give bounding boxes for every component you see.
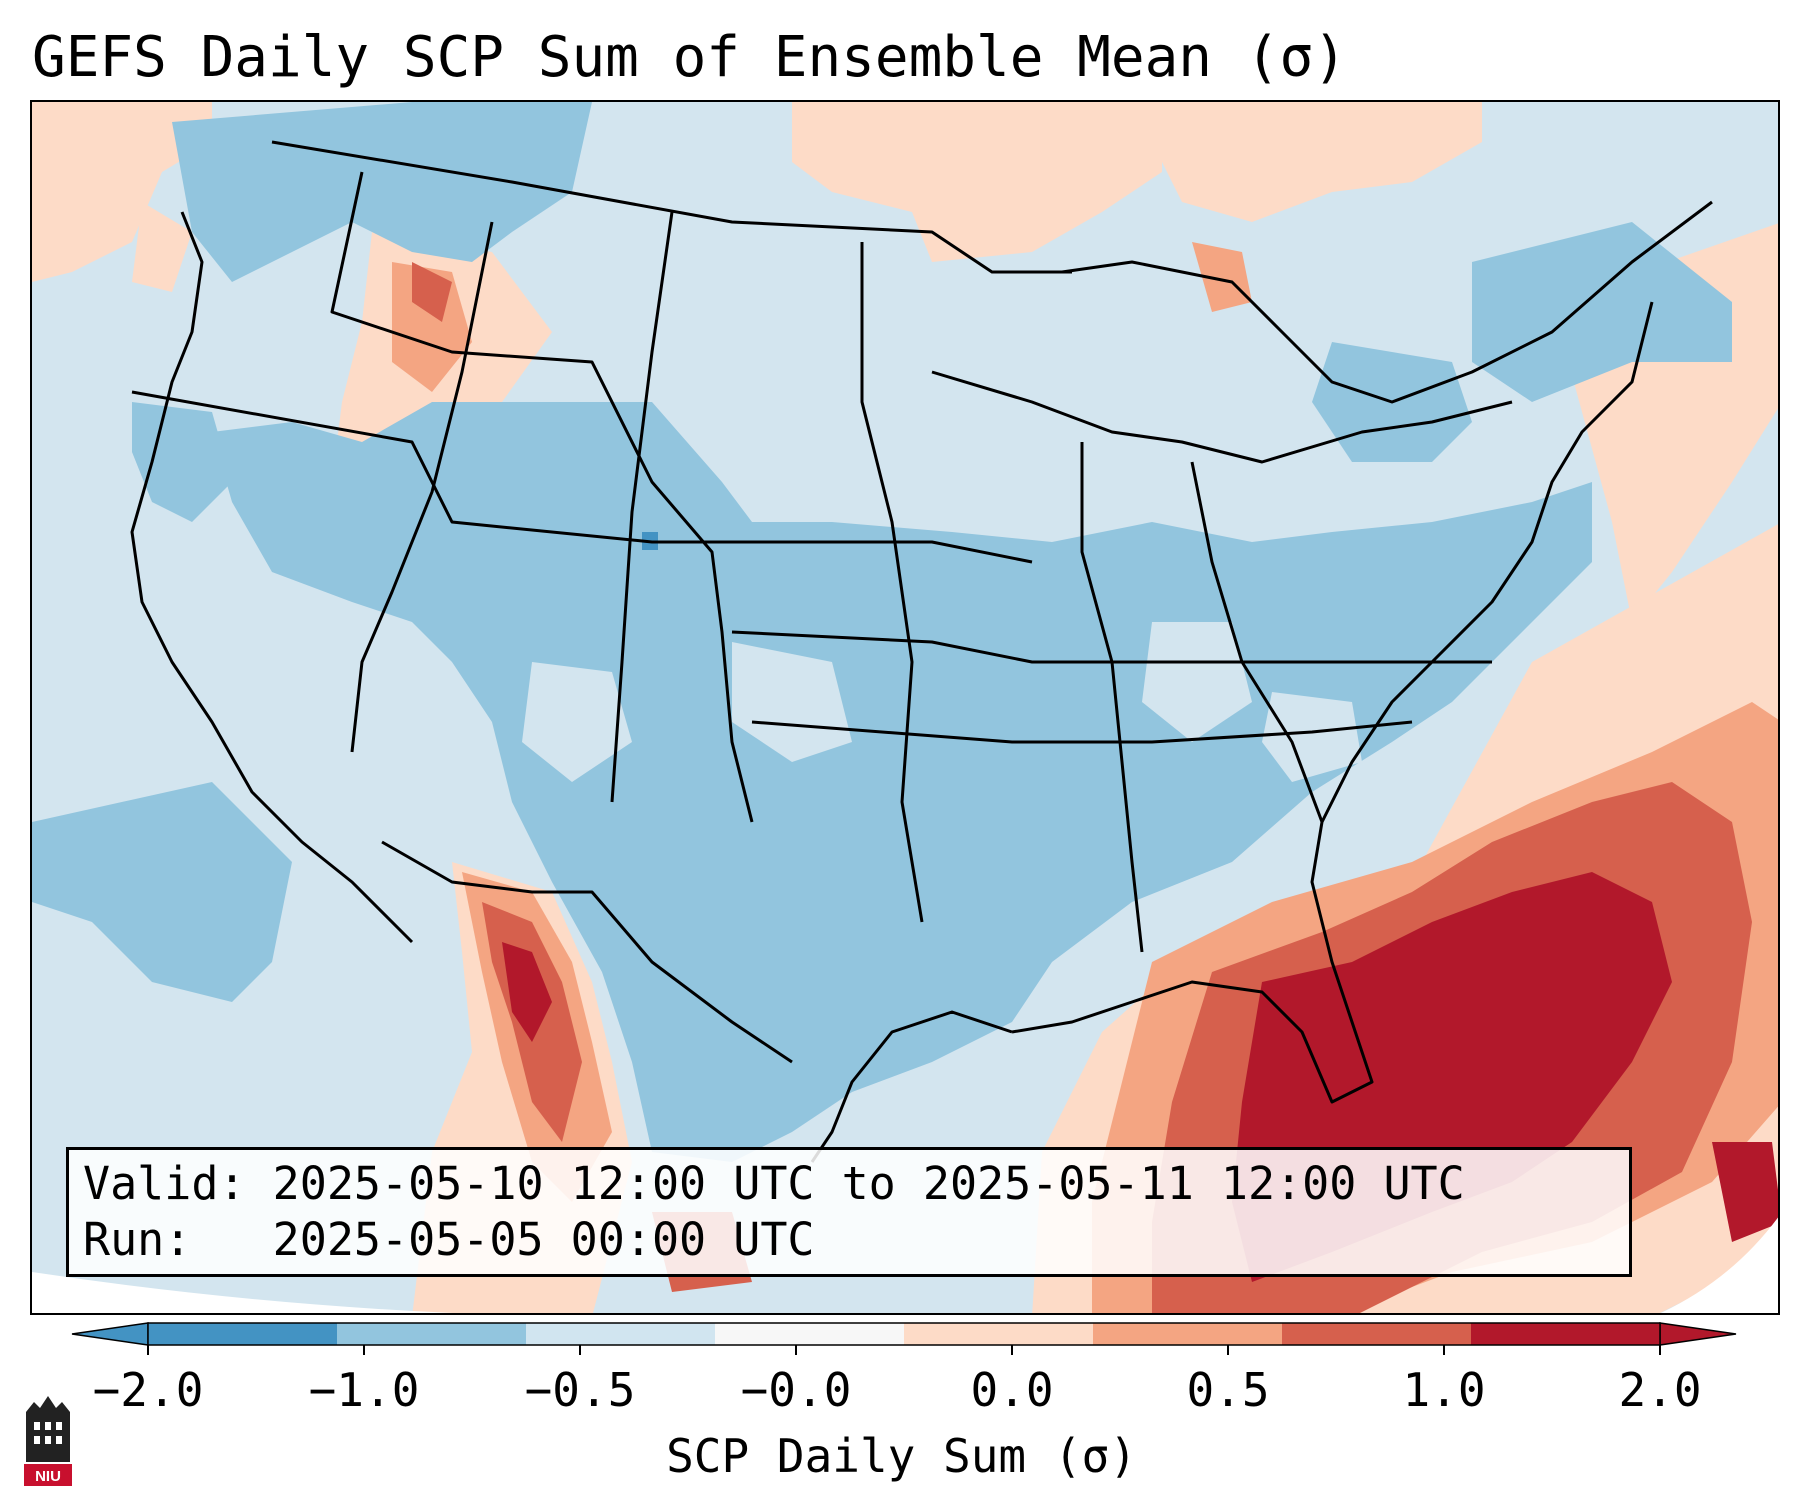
state-line-1 bbox=[330, 171, 754, 823]
state-line-9 bbox=[1190, 461, 1324, 823]
colorbar-segment bbox=[1282, 1323, 1471, 1345]
logo-text: NIU bbox=[35, 1468, 61, 1485]
state-line-6 bbox=[731, 630, 1492, 664]
boundary-lines bbox=[130, 140, 1713, 1163]
map-outside-domain bbox=[32, 1217, 1778, 1313]
colorbar-tick-label: −0.0 bbox=[740, 1363, 852, 1417]
colorbar-segment bbox=[1093, 1323, 1282, 1345]
map-panel bbox=[30, 100, 1780, 1315]
state-line-5 bbox=[860, 242, 924, 923]
colorbar-extend-low bbox=[71, 1322, 149, 1346]
colorbar-extend-high bbox=[1659, 1322, 1737, 1346]
colorbar-segment bbox=[337, 1323, 526, 1345]
run-line: Run: 2025-05-05 00:00 UTC bbox=[83, 1212, 1615, 1268]
colorbar-tick-label: 0.5 bbox=[1186, 1363, 1270, 1417]
run-value: 2025-05-05 00:00 UTC bbox=[272, 1213, 815, 1266]
colorbar-segment bbox=[148, 1323, 337, 1345]
state-line-8 bbox=[1080, 442, 1144, 953]
state-line-7 bbox=[751, 720, 1413, 744]
colorbar-tick-label: −2.0 bbox=[92, 1363, 204, 1417]
great-lakes-line bbox=[1061, 200, 1713, 404]
colorbar-ticks bbox=[147, 1345, 1661, 1355]
east-coast-line bbox=[1011, 301, 1654, 1104]
valid-label: Valid: bbox=[83, 1157, 246, 1210]
colorbar-tick-label: 2.0 bbox=[1618, 1363, 1702, 1417]
west-coast-line bbox=[130, 211, 414, 944]
colorbar-segment bbox=[904, 1323, 1093, 1345]
state-line-4 bbox=[610, 211, 674, 803]
colorbar-label: SCP Daily Sum (σ) bbox=[666, 1429, 1137, 1483]
scp-anomaly-map bbox=[32, 102, 1778, 1313]
canada-border-line bbox=[271, 140, 1072, 274]
colorbar-tick-label: −1.0 bbox=[308, 1363, 420, 1417]
state-line-3 bbox=[350, 221, 494, 753]
gulf-coast-line bbox=[810, 1010, 1013, 1163]
valid-line: Valid: 2025-05-10 12:00 UTC to 2025-05-1… bbox=[83, 1156, 1615, 1212]
state-line-10 bbox=[931, 370, 1513, 464]
colorbar-outline bbox=[147, 1322, 1661, 1346]
colorbar-segment bbox=[715, 1323, 904, 1345]
mexico-border-line bbox=[381, 840, 793, 1064]
colorbar-tick-label: 1.0 bbox=[1402, 1363, 1486, 1417]
colorbar-segments bbox=[71, 1322, 1737, 1346]
valid-run-info-box: Valid: 2025-05-10 12:00 UTC to 2025-05-1… bbox=[66, 1147, 1632, 1277]
chart-title: GEFS Daily SCP Sum of Ensemble Mean (σ) bbox=[32, 25, 1347, 90]
colorbar-segment bbox=[526, 1323, 715, 1345]
run-label: Run: bbox=[83, 1213, 192, 1266]
valid-value: 2025-05-10 12:00 UTC to 2025-05-11 12:00… bbox=[272, 1157, 1465, 1210]
field-very-light-blue bbox=[522, 622, 1362, 782]
niu-logo-icon: NIU bbox=[24, 1396, 72, 1486]
state-line-2 bbox=[131, 390, 1033, 564]
colorbar-tick-label: 0.0 bbox=[970, 1363, 1054, 1417]
colorbar-tick-label: −0.5 bbox=[524, 1363, 636, 1417]
colorbar-segment bbox=[1471, 1323, 1660, 1345]
colorbar bbox=[71, 1322, 1737, 1355]
